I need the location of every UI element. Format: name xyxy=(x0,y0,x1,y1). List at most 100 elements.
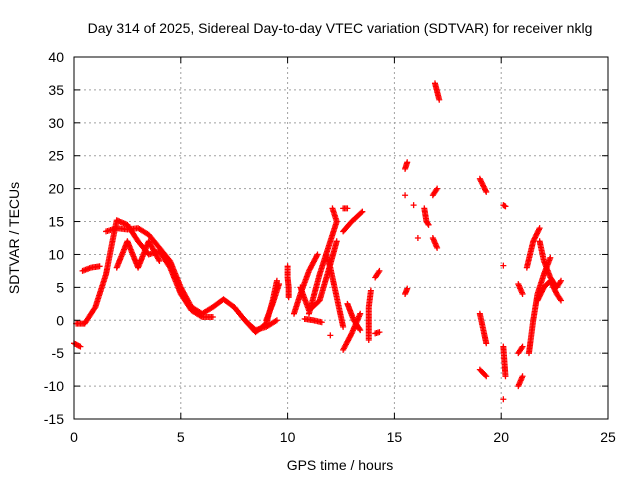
data-point xyxy=(156,258,163,265)
y-tick-label: 35 xyxy=(48,82,64,98)
data-point xyxy=(209,313,216,320)
series-arc-q xyxy=(340,310,364,353)
data-point xyxy=(404,285,411,292)
data-point xyxy=(557,279,564,286)
data-point xyxy=(273,317,280,324)
y-tick-label: 40 xyxy=(48,49,64,65)
series-arc-ab xyxy=(429,185,441,199)
data-point xyxy=(436,96,443,103)
data-point xyxy=(483,340,490,347)
data-point xyxy=(327,332,334,339)
data-point xyxy=(519,343,526,350)
data-point xyxy=(404,159,411,166)
y-tick-label: 20 xyxy=(48,181,64,197)
axis-layer: 0 5 10 15 20 25 -15 -10 -5 0 5 10 15 20 25 30 35 40 xyxy=(44,49,616,445)
data-point xyxy=(96,263,103,270)
data-point xyxy=(483,373,490,380)
series-arc-ao xyxy=(525,254,554,357)
x-tick-label: 25 xyxy=(600,429,616,445)
chart-title: Day 314 of 2025, Sidereal Day-to-day VTE… xyxy=(88,20,593,36)
data-point xyxy=(318,319,325,326)
data-point xyxy=(557,296,564,303)
series-arc-r xyxy=(344,300,364,334)
data-point xyxy=(367,287,374,294)
series-arc-h xyxy=(284,263,292,301)
data-point xyxy=(547,254,554,261)
data-point xyxy=(357,310,364,317)
data-point xyxy=(482,372,489,379)
data-point xyxy=(414,235,421,241)
series-arc-aj xyxy=(500,343,509,380)
x-tick-label: 15 xyxy=(387,429,403,445)
series-arc-x xyxy=(402,285,411,297)
series-arc-ad xyxy=(431,80,443,103)
series-arc-an xyxy=(515,373,526,390)
data-point xyxy=(502,203,509,210)
series-arc-p xyxy=(340,205,351,212)
series-arc-w xyxy=(402,192,409,199)
y-tick-label: 0 xyxy=(56,312,64,328)
data-point xyxy=(376,329,383,336)
series-arc-n xyxy=(327,332,334,339)
data-point xyxy=(358,209,365,216)
x-axis-label: GPS time / hours xyxy=(287,457,394,473)
series-arc-s xyxy=(365,287,374,344)
x-tick-label: 5 xyxy=(177,429,185,445)
data-point xyxy=(329,205,336,212)
data-point xyxy=(519,373,526,380)
series-arc-al xyxy=(515,281,526,297)
x-tick-label: 20 xyxy=(493,429,509,445)
y-tick-label: -5 xyxy=(52,345,65,361)
series-arc-e xyxy=(113,238,163,271)
data-point xyxy=(433,186,440,193)
series-arc-l xyxy=(323,251,347,330)
series-arc-ar xyxy=(534,277,565,304)
data-point xyxy=(536,225,543,232)
data-point xyxy=(558,297,565,304)
series-arc-t xyxy=(372,329,383,337)
series-arc-v xyxy=(402,159,411,172)
data-point xyxy=(375,269,382,276)
data-point xyxy=(359,208,366,215)
data-point xyxy=(357,327,364,334)
y-tick-label: -15 xyxy=(44,411,64,427)
plot-frame xyxy=(73,56,609,420)
series-arc-o xyxy=(340,208,366,235)
y-tick-label: 25 xyxy=(48,148,64,164)
data-point xyxy=(502,373,509,380)
data-point xyxy=(425,221,432,228)
data-point xyxy=(518,344,525,351)
series-arc-am xyxy=(515,343,526,357)
series-arc-c xyxy=(79,263,103,274)
y-tick-label: 15 xyxy=(48,214,64,230)
data-point xyxy=(276,281,283,288)
x-tick-label: 0 xyxy=(70,429,78,445)
data-point xyxy=(434,185,441,192)
data-point xyxy=(340,323,347,330)
data-point xyxy=(424,220,431,227)
data-point xyxy=(410,202,417,209)
series-arc-ah xyxy=(500,202,509,210)
data-point xyxy=(483,188,490,195)
data-point xyxy=(272,318,279,325)
data-point xyxy=(285,294,292,301)
data-point xyxy=(376,267,383,274)
series-arc-ac xyxy=(429,235,441,251)
series-arc-k xyxy=(305,205,340,317)
series-arc-ap xyxy=(523,225,543,271)
y-tick-label: -10 xyxy=(44,378,64,394)
data-point xyxy=(76,342,83,349)
series-arc-aa xyxy=(421,205,432,228)
series-arc-a xyxy=(71,340,84,350)
y-tick-label: 10 xyxy=(48,246,64,262)
series-arc-y xyxy=(410,202,417,209)
data-point xyxy=(434,244,441,251)
series-arc-z xyxy=(414,235,421,241)
data-point xyxy=(500,262,507,269)
series-arc-u xyxy=(372,267,383,281)
x-tick-label: 10 xyxy=(280,429,296,445)
series-arc-ae xyxy=(476,175,490,195)
series-arc-ai xyxy=(500,262,507,269)
series-arc-g xyxy=(263,281,283,324)
data-point xyxy=(519,290,526,297)
